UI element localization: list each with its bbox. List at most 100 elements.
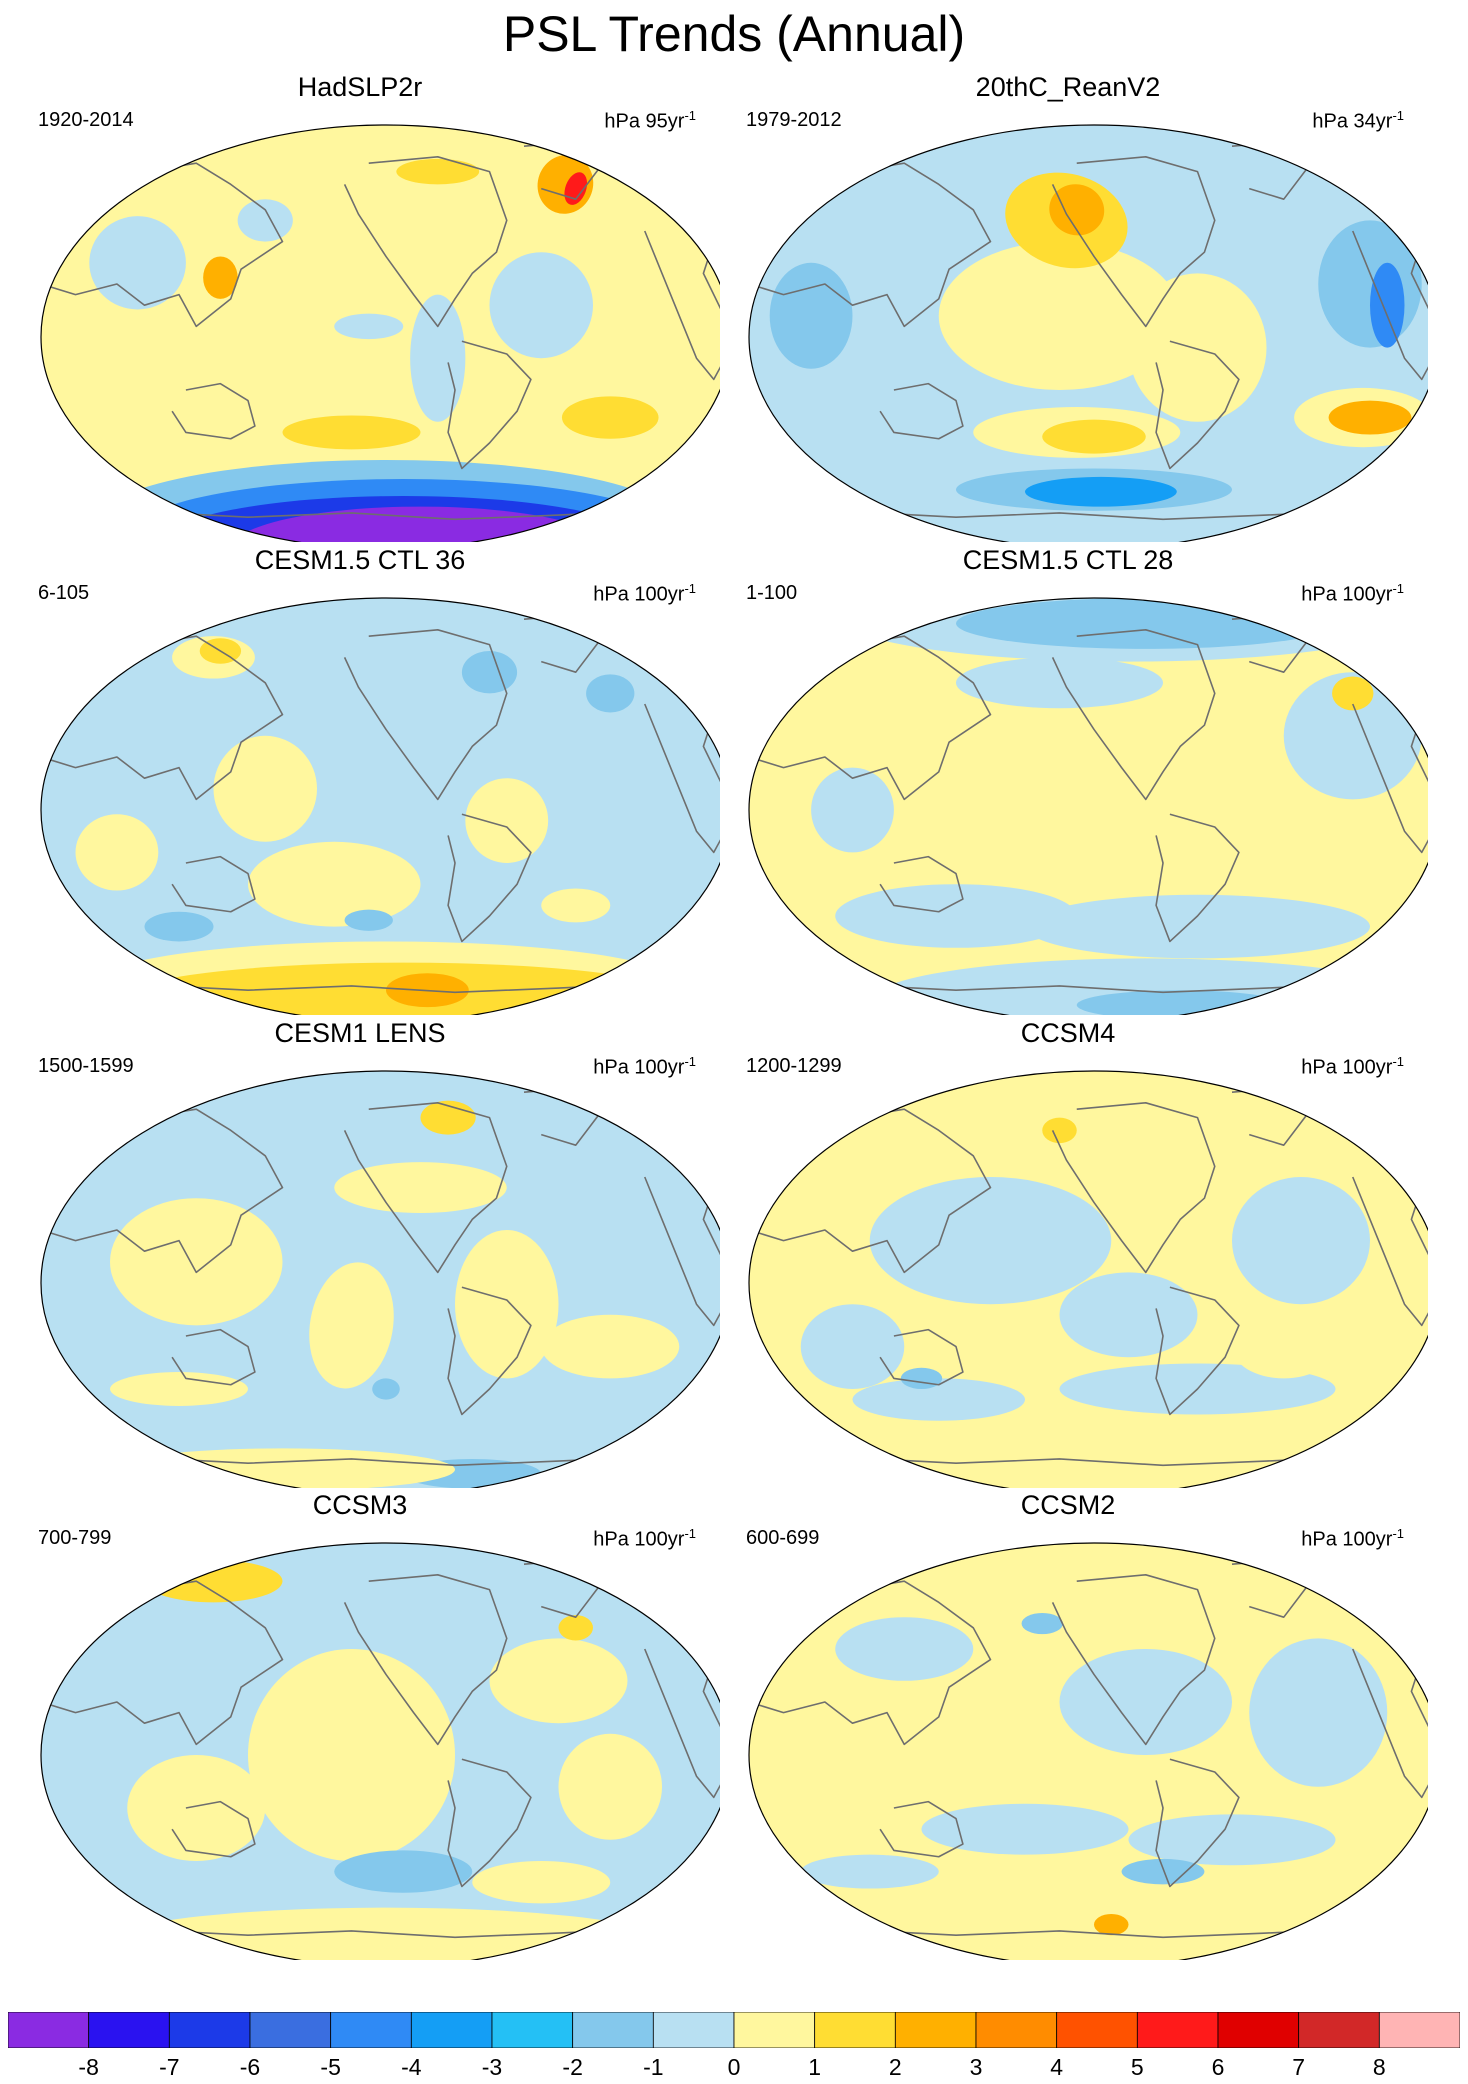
units-exponent: -1 bbox=[1392, 1054, 1404, 1069]
trend-contour bbox=[1128, 273, 1267, 422]
trend-contour bbox=[1232, 1314, 1336, 1379]
colorbar-swatch bbox=[1298, 2011, 1380, 2049]
trend-contour bbox=[558, 1615, 593, 1641]
trend-contour bbox=[1328, 400, 1412, 435]
map-outline bbox=[40, 1070, 720, 1488]
robinson-map bbox=[748, 1070, 1428, 1488]
trend-contour bbox=[835, 884, 1077, 948]
trend-contour bbox=[1128, 1814, 1336, 1866]
map-panel: CESM1 LENS 1500-1599 hPa 100yr-1 bbox=[0, 1018, 720, 1488]
colorbar-tick-label: 5 bbox=[1130, 2054, 1144, 2080]
colorbar bbox=[7, 2011, 1461, 2049]
coastline bbox=[447, 340, 532, 470]
units-prefix: hPa bbox=[593, 1056, 635, 1079]
units-value: 100yr bbox=[1342, 1056, 1393, 1079]
trend-contour bbox=[811, 767, 894, 853]
colorbar-swatch bbox=[168, 2011, 251, 2049]
units-exponent: -1 bbox=[684, 581, 696, 596]
trend-contour bbox=[455, 1230, 559, 1379]
trend-contour bbox=[372, 1378, 400, 1400]
units-exponent: -1 bbox=[1392, 581, 1404, 596]
trend-contour bbox=[461, 651, 518, 694]
trend-contour bbox=[248, 841, 421, 927]
panel-period: 1200-1299 bbox=[746, 1055, 842, 1077]
coastline bbox=[1051, 1102, 1216, 1274]
colorbar-tick-label: 7 bbox=[1292, 2054, 1306, 2080]
panel-period: 1-100 bbox=[746, 582, 798, 604]
coastline bbox=[343, 1102, 508, 1274]
trend-contour bbox=[1370, 262, 1405, 348]
trend-contour bbox=[561, 396, 659, 439]
trend-contour bbox=[1025, 894, 1370, 959]
coastline bbox=[447, 813, 532, 943]
trend-contour bbox=[1059, 1649, 1232, 1755]
trend-contour bbox=[75, 814, 159, 891]
colorbar-tick-label: 0 bbox=[727, 2054, 741, 2080]
coastline bbox=[879, 1328, 964, 1386]
colorbar-tick-label: -8 bbox=[78, 2054, 99, 2080]
figure-title: PSL Trends (Annual) bbox=[502, 6, 966, 62]
coastline bbox=[343, 1574, 508, 1746]
coastline bbox=[127, 510, 645, 521]
trend-contour bbox=[1042, 1117, 1077, 1144]
units-prefix: hPa bbox=[1301, 583, 1343, 606]
robinson-map bbox=[40, 597, 720, 1015]
colorbar-swatch bbox=[1136, 2011, 1219, 2049]
coastline bbox=[1155, 813, 1240, 943]
colorbar-swatch bbox=[88, 2011, 170, 2049]
coastline bbox=[171, 855, 256, 913]
trend-contour bbox=[1059, 1272, 1198, 1358]
colorbar-tick-label: 6 bbox=[1211, 2054, 1225, 2080]
colorbar-swatch bbox=[1378, 2011, 1461, 2049]
panel-title: 20thC_ReanV2 bbox=[975, 72, 1161, 102]
colorbar-tick-label: -5 bbox=[320, 2054, 341, 2080]
colorbar-swatch bbox=[491, 2011, 574, 2049]
map-outline bbox=[748, 1070, 1428, 1488]
units-value: 95yr bbox=[645, 110, 685, 133]
trend-contour bbox=[472, 1861, 611, 1904]
trend-contour bbox=[213, 735, 317, 842]
trend-contour bbox=[852, 1378, 1025, 1421]
panel-title: CCSM2 bbox=[1020, 1490, 1116, 1520]
trend-contour bbox=[900, 1367, 943, 1389]
units-value: 100yr bbox=[1342, 1528, 1393, 1551]
coastline bbox=[1155, 1758, 1240, 1888]
trend-contour bbox=[869, 1177, 1112, 1305]
coastline bbox=[835, 510, 1353, 521]
trend-contour bbox=[956, 598, 1336, 649]
colorbar-swatch bbox=[7, 2011, 90, 2049]
colorbar-tick-label: -7 bbox=[159, 2054, 180, 2080]
robinson-map bbox=[40, 1070, 720, 1488]
trend-contour bbox=[144, 911, 214, 942]
coastline bbox=[447, 1286, 532, 1416]
trend-contour bbox=[800, 1854, 939, 1889]
trend-contour bbox=[558, 1733, 662, 1840]
panel-period: 1979-2012 bbox=[746, 109, 842, 131]
colorbar-swatch bbox=[330, 2011, 412, 2049]
colorbar-tick-label: -4 bbox=[401, 2054, 422, 2080]
units-value: 34yr bbox=[1353, 110, 1393, 133]
colorbar-swatches bbox=[7, 2011, 1461, 2049]
trend-contour bbox=[1318, 220, 1422, 348]
map-panel: CCSM3 700-799 hPa 100yr-1 bbox=[0, 1490, 720, 1960]
colorbar-swatch bbox=[410, 2011, 493, 2049]
units-prefix: hPa bbox=[1301, 1056, 1343, 1079]
coastline bbox=[1051, 156, 1216, 328]
panel-units: hPa 100yr-1 bbox=[1301, 577, 1404, 607]
panel-units: hPa 100yr-1 bbox=[1301, 1050, 1404, 1080]
trend-contour bbox=[309, 1262, 394, 1389]
trend-contour bbox=[344, 909, 393, 931]
panel-title: CCSM3 bbox=[312, 1490, 408, 1520]
panel-period: 600-699 bbox=[746, 1527, 820, 1549]
trend-contour bbox=[956, 657, 1163, 709]
coastline bbox=[1051, 1574, 1216, 1746]
coastline bbox=[343, 629, 508, 801]
colorbar-swatch bbox=[814, 2011, 896, 2049]
panel-units: hPa 100yr-1 bbox=[593, 1522, 696, 1552]
colorbar-swatch bbox=[1056, 2011, 1138, 2049]
trend-contour bbox=[921, 1803, 1129, 1855]
units-value: 100yr bbox=[634, 1056, 685, 1079]
colorbar-tick-label: -1 bbox=[643, 2054, 664, 2080]
units-value: 100yr bbox=[634, 583, 685, 606]
coastline bbox=[1155, 340, 1240, 470]
